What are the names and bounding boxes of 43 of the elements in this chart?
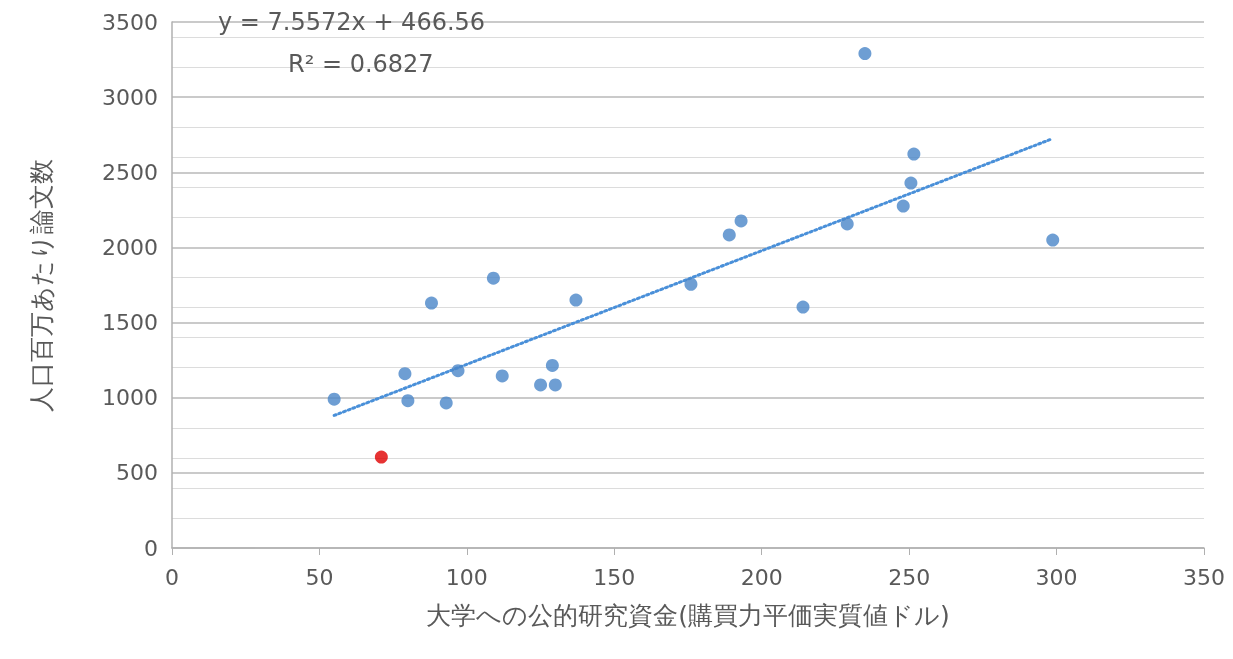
y-tick-label: 1000 <box>102 385 158 411</box>
y-tick-label: 3500 <box>102 9 158 35</box>
point <box>374 450 388 464</box>
y-tick-label: 2000 <box>102 234 158 260</box>
point <box>907 147 921 161</box>
point <box>904 176 918 190</box>
point <box>840 217 854 231</box>
point <box>684 277 698 291</box>
point <box>896 199 910 213</box>
x-tick-label: 300 <box>1035 564 1078 590</box>
y-tick-label: 0 <box>144 535 158 561</box>
point <box>545 358 559 372</box>
x-axis-title: 大学への公的研究資金(購買力平価実質値ドル) <box>426 601 950 630</box>
x-tick-label: 150 <box>593 564 636 590</box>
point <box>486 271 500 285</box>
x-tick-label: 0 <box>165 564 179 590</box>
y-tick-label: 500 <box>116 460 158 486</box>
point <box>439 396 453 410</box>
point <box>858 47 872 61</box>
point <box>734 214 748 228</box>
x-tick-label: 100 <box>445 564 488 590</box>
x-tick-label: 200 <box>740 564 783 590</box>
point <box>424 296 438 310</box>
x-tick-label: 50 <box>305 564 334 590</box>
point <box>401 394 415 408</box>
y-tick-label: 1500 <box>102 310 158 336</box>
point <box>1046 233 1060 247</box>
annotation: y = 7.5572x + 466.56 <box>218 8 486 36</box>
point <box>398 367 412 381</box>
point <box>451 364 465 378</box>
y-tick-label: 2500 <box>102 159 158 185</box>
point <box>796 300 810 314</box>
point <box>495 369 509 383</box>
y-tick-label: 3000 <box>102 84 158 110</box>
x-tick-label: 250 <box>888 564 931 590</box>
x-tick-label: 350 <box>1183 564 1225 590</box>
point <box>569 293 583 307</box>
annotation: R² = 0.6827 <box>288 50 434 78</box>
point <box>327 392 341 406</box>
y-axis-title: 人口百万あたり論文数 <box>27 158 56 412</box>
point <box>722 228 736 242</box>
point <box>534 378 548 392</box>
point <box>548 378 562 392</box>
